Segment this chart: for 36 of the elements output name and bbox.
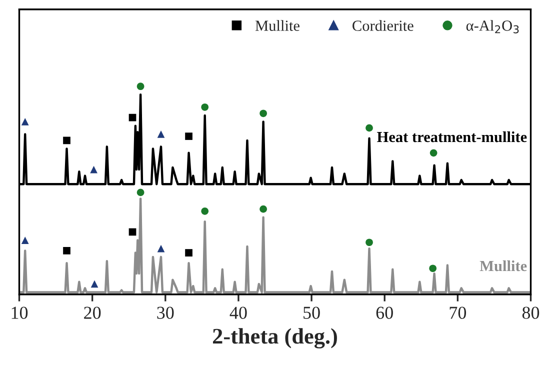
point bbox=[201, 207, 209, 215]
series-label: Mullite bbox=[480, 260, 527, 272]
x-tick-label: 30 bbox=[157, 306, 174, 319]
point bbox=[366, 238, 373, 246]
x-tick-label: 60 bbox=[376, 306, 393, 319]
legend-label: Cordierite bbox=[352, 20, 414, 31]
point bbox=[185, 132, 192, 140]
point bbox=[430, 149, 438, 157]
point bbox=[21, 118, 29, 126]
point bbox=[90, 166, 98, 174]
point bbox=[260, 110, 267, 118]
legend-label: Mullite bbox=[255, 20, 300, 31]
point bbox=[366, 124, 373, 132]
point bbox=[136, 82, 144, 90]
x-tick-label: 10 bbox=[12, 306, 28, 319]
point bbox=[128, 228, 136, 236]
point bbox=[90, 280, 98, 288]
point bbox=[185, 249, 192, 256]
point bbox=[63, 136, 70, 144]
point bbox=[157, 244, 165, 252]
x-tick-label: 70 bbox=[450, 306, 466, 319]
x-tick-label: 40 bbox=[230, 306, 247, 319]
x-tick-label: 80 bbox=[522, 306, 540, 319]
legend-label: α-Al$_{2}$O$_{3}$ bbox=[466, 20, 519, 34]
point bbox=[136, 188, 144, 196]
point bbox=[63, 247, 70, 254]
point bbox=[260, 205, 267, 213]
point bbox=[157, 130, 165, 138]
x-tick-label: 20 bbox=[84, 306, 101, 319]
x-axis-title: 2-theta (deg.) bbox=[212, 328, 337, 348]
series-label: Heat treatment-mullite bbox=[377, 131, 527, 142]
point bbox=[128, 114, 136, 122]
point bbox=[429, 264, 437, 272]
point bbox=[21, 236, 29, 244]
point bbox=[201, 103, 209, 111]
x-tick-label: 50 bbox=[304, 306, 320, 319]
